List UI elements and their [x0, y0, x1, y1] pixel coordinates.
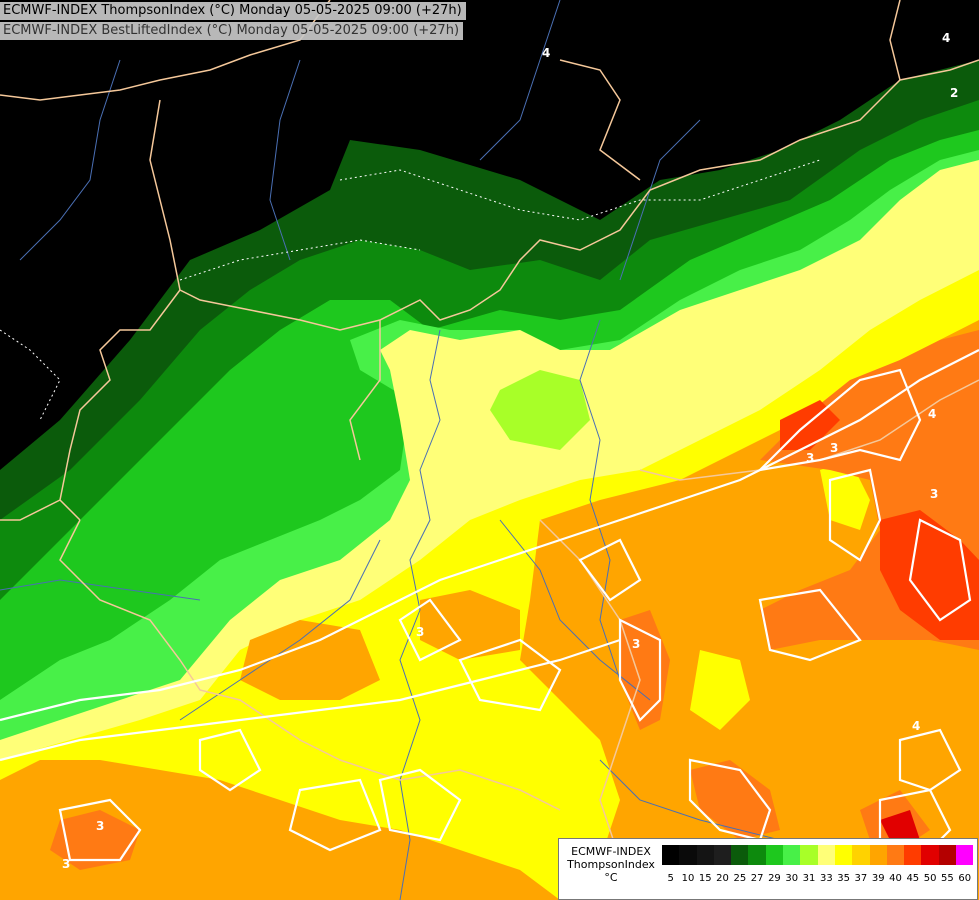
legend-tick: 55 — [941, 873, 954, 884]
legend-ticks: 5 10 15 20 25 27 29 30 31 33 35 37 39 40 45 50 55 60 — [662, 873, 973, 887]
legend-tick: 40 — [889, 873, 902, 884]
legend-swatch — [921, 845, 939, 865]
legend-tick: 37 — [854, 873, 868, 884]
legend-swatch — [852, 845, 870, 865]
legend-source: ECMWF-INDEX — [571, 845, 651, 858]
legend-tick: 29 — [768, 873, 781, 884]
legend-tick: 15 — [698, 873, 712, 884]
legend-swatch — [904, 845, 922, 865]
legend-tick: 27 — [750, 873, 764, 884]
color-legend: ECMWF-INDEX ThompsonIndex °C 5 10 15 20 25 27… — [558, 838, 978, 900]
legend-label: ECMWF-INDEX ThompsonIndex °C — [563, 845, 659, 884]
legend-swatch — [956, 845, 974, 865]
legend-swatch — [783, 845, 801, 865]
map-title-line2: ECMWF-INDEX BestLiftedIndex (°C) Monday … — [0, 22, 464, 40]
legend-swatch — [662, 845, 680, 865]
legend-swatch — [765, 845, 784, 865]
dotted-contours — [0, 159, 821, 421]
rivers — [0, 0, 781, 900]
legend-tick: 60 — [958, 873, 972, 884]
legend-swatch — [817, 845, 835, 865]
map-title-line1: ECMWF-INDEX ThompsonIndex (°C) Monday 05… — [0, 2, 466, 20]
legend-tick: 45 — [906, 873, 920, 884]
legend-tick: 33 — [819, 873, 833, 884]
legend-tick: 39 — [871, 873, 885, 884]
legend-tick: 35 — [837, 873, 850, 884]
legend-swatch — [938, 845, 957, 865]
legend-unit: °C — [604, 871, 618, 884]
legend-swatch — [731, 845, 749, 865]
legend-tick: 10 — [681, 873, 695, 884]
legend-swatch — [696, 845, 714, 865]
legend-swatch — [713, 845, 732, 865]
legend-swatch — [886, 845, 905, 865]
legend-tick: 5 — [667, 873, 674, 884]
legend-tick: 50 — [923, 873, 937, 884]
legend-swatch — [869, 845, 887, 865]
legend-color-bar — [662, 845, 974, 865]
legend-swatch — [834, 845, 853, 865]
legend-swatch — [800, 845, 818, 865]
legend-tick: 31 — [802, 873, 816, 884]
legend-swatch — [679, 845, 697, 865]
legend-tick: 25 — [733, 873, 747, 884]
legend-tick: 20 — [716, 873, 729, 884]
legend-swatch — [748, 845, 766, 865]
legend-tick: 30 — [785, 873, 799, 884]
legend-variable: ThompsonIndex — [567, 858, 655, 871]
area-red — [880, 510, 979, 640]
